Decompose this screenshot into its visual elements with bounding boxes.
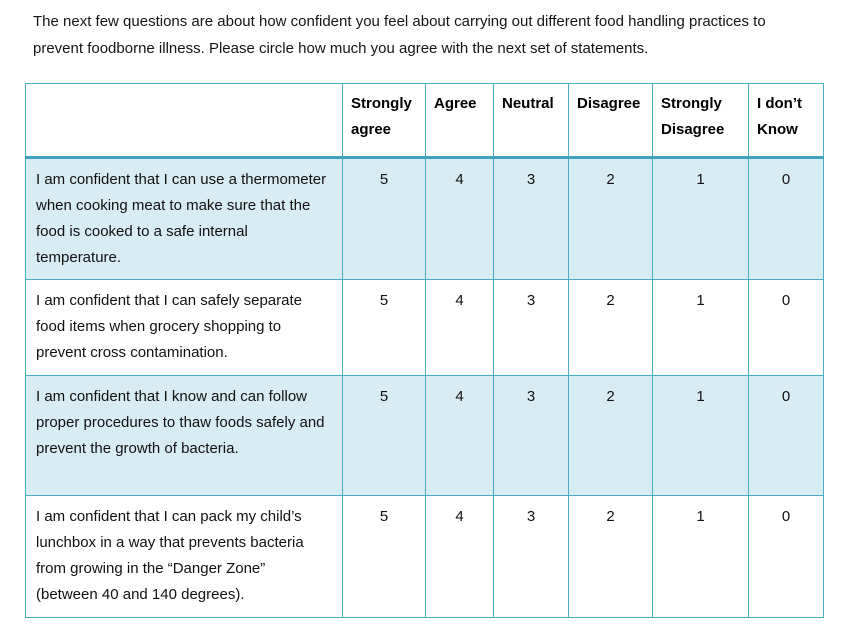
answer-cell-strongly-disagree[interactable]: 1 [652,157,749,280]
answer-cell-i-dont-know[interactable]: 0 [748,279,824,376]
statement-separate-food: I am confident that I can safely separat… [25,279,343,376]
answer-cell-agree[interactable]: 4 [425,157,494,280]
header-row: Strongly agree Agree Neutral Disagree St… [25,83,824,159]
header-i-dont-know: I don’t Know [748,83,824,159]
answer-cell-neutral[interactable]: 3 [493,375,569,496]
header-agree: Agree [425,83,494,159]
header-strongly-disagree: Strongly Disagree [652,83,749,159]
answer-cell-neutral[interactable]: 3 [493,279,569,376]
answer-cell-neutral[interactable]: 3 [493,495,569,618]
answer-cell-i-dont-know[interactable]: 0 [748,375,824,496]
statement-lunchbox: I am confident that I can pack my child’… [25,495,343,618]
answer-cell-agree[interactable]: 4 [425,279,494,376]
confidence-survey-table: Strongly agree Agree Neutral Disagree St… [25,83,824,618]
header-statement-blank [25,83,343,159]
answer-cell-strongly-disagree[interactable]: 1 [652,495,749,618]
header-disagree: Disagree [568,83,653,159]
answer-cell-i-dont-know[interactable]: 0 [748,495,824,618]
answer-cell-agree[interactable]: 4 [425,375,494,496]
answer-cell-disagree[interactable]: 2 [568,495,653,618]
answer-cell-neutral[interactable]: 3 [493,157,569,280]
document-page: The next few questions are about how con… [25,13,824,618]
header-strongly-agree: Strongly agree [342,83,426,159]
answer-cell-strongly-agree[interactable]: 5 [342,157,426,280]
answer-cell-strongly-agree[interactable]: 5 [342,495,426,618]
answer-cell-disagree[interactable]: 2 [568,375,653,496]
table-row: I am confident that I can use a thermome… [25,157,824,280]
answer-cell-disagree[interactable]: 2 [568,157,653,280]
header-neutral: Neutral [493,83,569,159]
statement-thaw-foods: I am confident that I know and can follo… [25,375,343,496]
answer-cell-disagree[interactable]: 2 [568,279,653,376]
answer-cell-strongly-agree[interactable]: 5 [342,375,426,496]
answer-cell-i-dont-know[interactable]: 0 [748,157,824,280]
table-row: I am confident that I can safely separat… [25,279,824,376]
answer-cell-agree[interactable]: 4 [425,495,494,618]
table-header: Strongly agree Agree Neutral Disagree St… [25,83,824,159]
intro-text: The next few questions are about how con… [33,13,766,57]
table-row: I am confident that I know and can follo… [25,375,824,496]
answer-cell-strongly-disagree[interactable]: 1 [652,375,749,496]
answer-cell-strongly-disagree[interactable]: 1 [652,279,749,376]
table-row: I am confident that I can pack my child’… [25,495,824,618]
statement-thermometer: I am confident that I can use a thermome… [25,157,343,280]
answer-cell-strongly-agree[interactable]: 5 [342,279,426,376]
